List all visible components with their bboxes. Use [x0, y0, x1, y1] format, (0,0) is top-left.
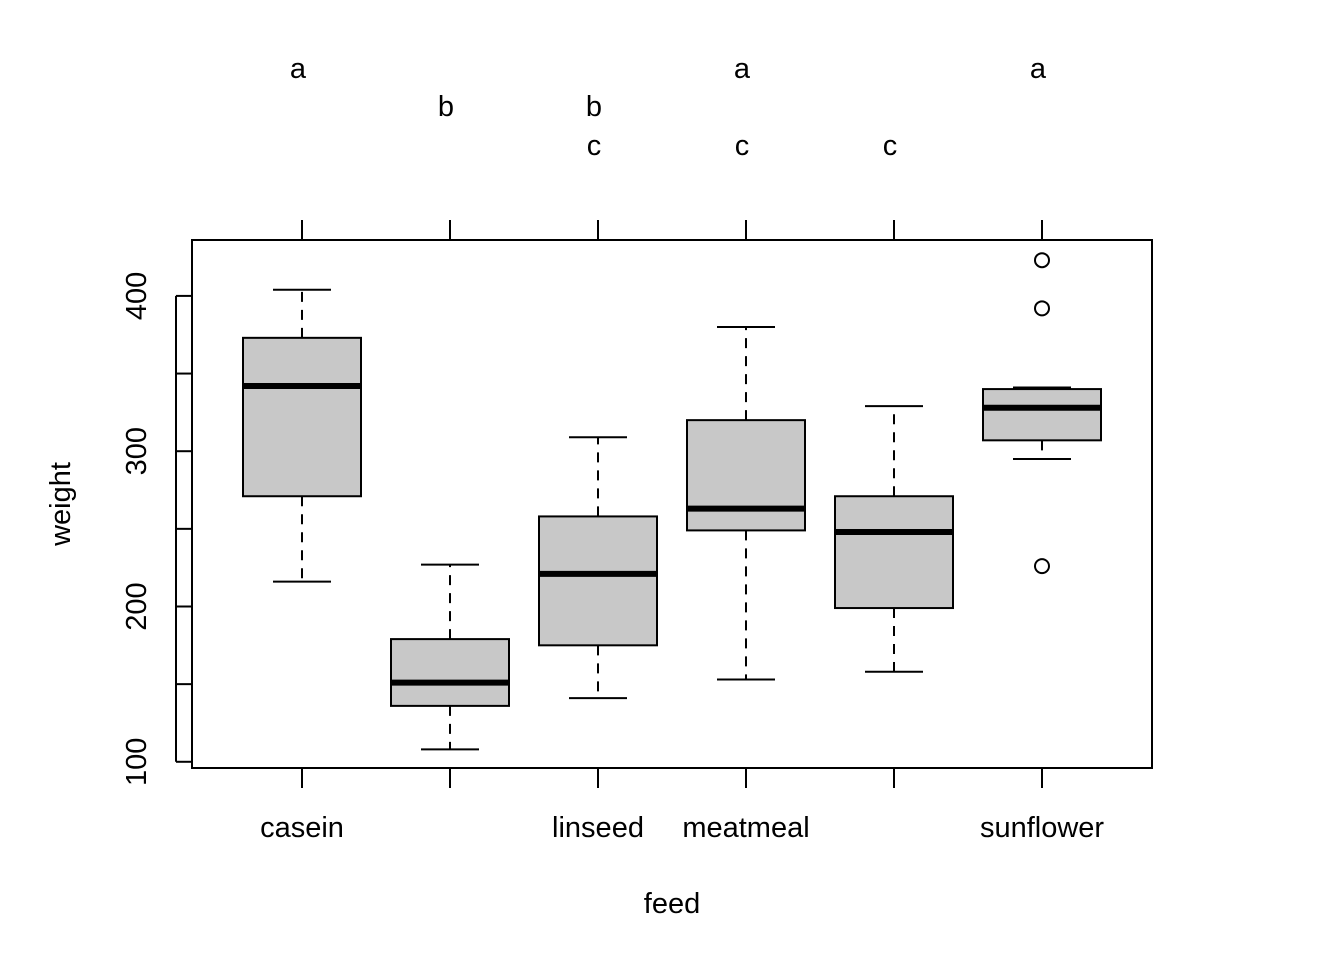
y-tick-label: 200 — [121, 582, 153, 630]
group-letter-a: a — [734, 53, 751, 85]
box — [242, 336, 362, 498]
group-letter-c: c — [883, 130, 898, 162]
group-letter-c: c — [735, 130, 750, 162]
box — [982, 388, 1102, 442]
x-tick-label: meatmeal — [682, 812, 809, 844]
x-tick-label: casein — [260, 812, 344, 844]
outlier-point — [1034, 252, 1050, 269]
box — [538, 515, 658, 647]
plot-marks — [242, 252, 1102, 751]
outlier-point — [1034, 300, 1050, 317]
group-letter-c: c — [587, 130, 602, 162]
axes: 100 200 300 400 casein linseed meatmeal sunflow… — [121, 53, 1104, 844]
group-letter-b: b — [586, 91, 602, 123]
x-tick-label: sunflower — [980, 812, 1104, 844]
group-letter-a: a — [1030, 53, 1047, 85]
y-tick-label: 300 — [121, 427, 153, 475]
box — [834, 495, 954, 610]
plot-frame — [191, 239, 1153, 769]
y-tick-label: 100 — [121, 738, 153, 786]
group-letter-a: a — [290, 53, 307, 85]
box — [390, 638, 510, 707]
group-letter-b: b — [438, 91, 454, 123]
y-axis-title: weight — [45, 462, 77, 547]
x-tick-label: linseed — [552, 812, 644, 844]
y-tick-label: 400 — [121, 272, 153, 320]
outlier-point — [1034, 558, 1050, 575]
x-axis-title: feed — [644, 888, 700, 920]
box — [686, 419, 806, 532]
